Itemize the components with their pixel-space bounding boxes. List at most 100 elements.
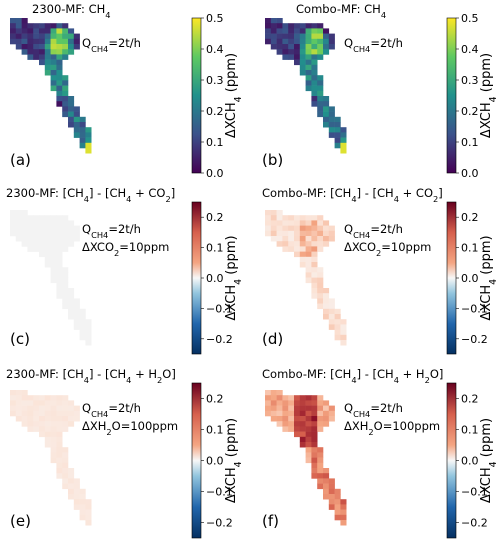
heatmap-cell xyxy=(62,272,69,278)
heatmap-cell xyxy=(299,410,306,417)
heatmap-cell xyxy=(85,504,92,510)
heatmap-cell xyxy=(328,111,335,118)
heatmap-cell xyxy=(282,23,289,29)
heatmap-cell xyxy=(294,44,301,50)
heatmap-cell xyxy=(50,49,57,55)
heatmap-cell xyxy=(282,246,289,252)
heatmap-cell xyxy=(317,75,324,81)
heatmap-cell xyxy=(62,75,69,81)
heatmap-cell xyxy=(56,236,63,242)
heatmap-cell xyxy=(328,483,335,490)
heatmap-cell xyxy=(73,416,80,422)
heatmap-cell xyxy=(317,483,324,490)
colorbar: 0.5 0.4 0.3 0.2 0.1 0.0 ΔXCH4 (ppm) xyxy=(446,12,499,180)
heatmap-cell xyxy=(288,426,295,432)
heatmap-cell xyxy=(299,49,306,55)
heatmap-cell xyxy=(68,308,75,315)
heatmap-cell xyxy=(39,28,46,34)
heatmap-cell xyxy=(305,215,312,221)
heatmap-cell xyxy=(68,122,75,128)
heatmap-cell xyxy=(265,405,272,412)
heatmap-cell xyxy=(323,230,330,237)
heatmap-cell xyxy=(50,70,57,76)
heatmap-cell xyxy=(56,431,63,438)
heatmap-cell xyxy=(27,426,34,432)
heatmap-cell xyxy=(265,28,272,34)
heatmap-cell xyxy=(282,215,289,221)
heatmap-cell xyxy=(323,116,330,123)
heatmap-cell xyxy=(33,421,40,427)
heatmap-cell xyxy=(56,395,63,401)
heatmap-cell xyxy=(50,44,57,50)
heatmap-cell xyxy=(50,410,57,417)
heatmap-cell xyxy=(340,319,347,325)
heatmap-cell xyxy=(311,225,318,232)
heatmap-cell xyxy=(323,483,330,490)
colorbar-bar xyxy=(191,17,202,174)
heatmap-cell xyxy=(21,241,28,247)
heatmap-cell xyxy=(68,298,75,304)
heatmap-cell xyxy=(299,421,306,427)
heatmap-cell xyxy=(50,256,57,263)
heatmap-cell xyxy=(79,499,86,505)
heatmap-cell xyxy=(39,59,46,66)
panel-label: (d) xyxy=(262,330,283,348)
heatmap-cell xyxy=(311,447,318,453)
heatmap-cell xyxy=(299,256,306,263)
heatmap-cell xyxy=(85,329,92,336)
heatmap-cell xyxy=(305,447,312,453)
heatmap-cell xyxy=(33,405,40,412)
heatmap-cell xyxy=(68,400,75,406)
heatmap-cell xyxy=(68,303,75,310)
heatmap-cell xyxy=(44,436,51,443)
heatmap-cell xyxy=(265,210,272,216)
heatmap-cell xyxy=(282,421,289,427)
heatmap-cell xyxy=(50,452,57,458)
heatmap-cell xyxy=(68,111,75,118)
heatmap-cell xyxy=(62,230,69,237)
heatmap-cell xyxy=(317,416,324,422)
heatmap-cell xyxy=(311,442,318,448)
heatmap-cell xyxy=(317,90,324,97)
heatmap-cell xyxy=(56,416,63,422)
heatmap-cell xyxy=(305,241,312,247)
heatmap-cell xyxy=(311,426,318,432)
heatmap-cell xyxy=(56,452,63,458)
plume-heatmap xyxy=(10,18,92,154)
panel-title: 2300-MF: [CH4] - [CH4 + CO2] xyxy=(6,186,175,204)
heatmap-cell xyxy=(10,225,17,232)
heatmap-cell xyxy=(323,314,330,320)
heatmap-cell xyxy=(305,59,312,66)
heatmap-cell xyxy=(73,478,80,484)
annotation: ΔXH2O=100ppm xyxy=(82,419,178,437)
heatmap-cell xyxy=(62,85,69,92)
colorbar-bar xyxy=(446,382,457,539)
heatmap-cell xyxy=(294,236,301,242)
heatmap-cell xyxy=(340,137,347,144)
heatmap-cell xyxy=(85,137,92,144)
annotation: ΔXH2O=100ppm xyxy=(344,419,440,437)
heatmap-cell xyxy=(305,23,312,29)
heatmap-cell xyxy=(50,272,57,278)
heatmap-cell xyxy=(21,400,28,406)
heatmap-cell xyxy=(270,23,277,29)
heatmap-cell xyxy=(56,101,63,107)
heatmap-cell xyxy=(334,116,341,123)
heatmap-cell xyxy=(305,267,312,273)
heatmap-cell xyxy=(328,494,335,500)
heatmap-cell xyxy=(10,28,17,34)
heatmap-cell xyxy=(282,405,289,412)
heatmap-cell xyxy=(39,225,46,232)
heatmap-cell xyxy=(299,64,306,71)
panel-label: (f) xyxy=(262,512,279,530)
heatmap-cell xyxy=(276,410,283,417)
heatmap-cell xyxy=(334,504,341,510)
heatmap-cell xyxy=(44,400,51,406)
heatmap-cell xyxy=(33,38,40,45)
heatmap-cell xyxy=(288,28,295,34)
colorbar-tick-label: −0.2 xyxy=(461,517,488,530)
panel-label: (c) xyxy=(10,330,30,348)
heatmap-cell xyxy=(270,410,277,417)
heatmap-cell xyxy=(79,319,86,325)
heatmap-cell xyxy=(68,241,75,247)
